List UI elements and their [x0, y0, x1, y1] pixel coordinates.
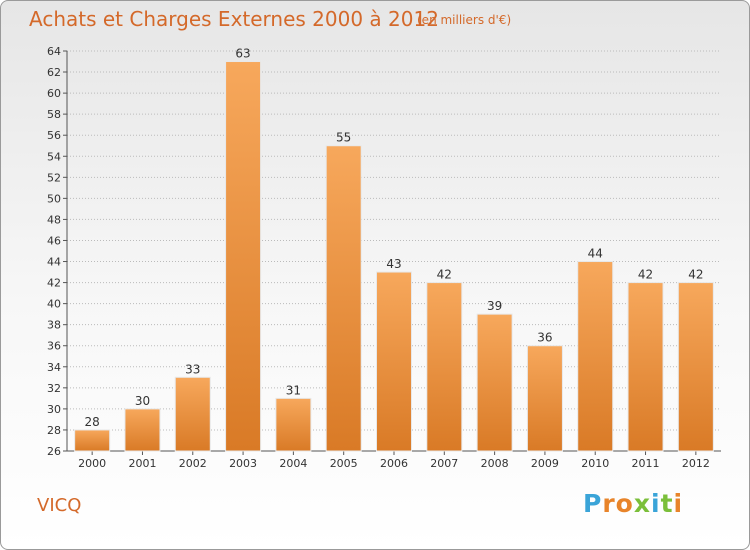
x-tick-label: 2006: [380, 457, 408, 470]
x-tick-label: 2011: [632, 457, 660, 470]
chart-subtitle: (en milliers d'€): [417, 13, 512, 27]
y-tick-label: 64: [47, 45, 61, 58]
y-tick-label: 40: [47, 298, 61, 311]
logo-letter: P: [583, 489, 603, 518]
y-tick-label: 56: [47, 129, 61, 142]
y-tick-label: 32: [47, 382, 61, 395]
data-label: 42: [437, 268, 452, 282]
bar: [74, 429, 111, 452]
data-label: 63: [235, 47, 250, 61]
logo-letter: i: [673, 489, 684, 518]
x-tick-label: 2001: [128, 457, 156, 470]
bar: [275, 397, 312, 452]
data-label: 31: [286, 383, 301, 397]
x-tick-label: 2008: [481, 457, 509, 470]
x-tick-label: 2007: [430, 457, 458, 470]
bar: [325, 145, 362, 452]
data-label: 42: [638, 268, 653, 282]
x-tick-label: 2000: [78, 457, 106, 470]
logo-letter: x: [633, 489, 651, 518]
x-tick-label: 2005: [330, 457, 358, 470]
data-label: 44: [588, 247, 603, 261]
y-tick-label: 38: [47, 319, 61, 332]
y-tick-label: 48: [47, 213, 61, 226]
y-tick-label: 52: [47, 171, 61, 184]
logo-letter: i: [651, 489, 661, 518]
logo-letter: o: [615, 489, 634, 518]
bar: [426, 282, 463, 452]
y-tick-label: 36: [47, 340, 61, 353]
y-tick-label: 58: [47, 108, 61, 121]
data-label: 36: [537, 331, 552, 345]
data-label: 39: [487, 299, 502, 313]
bar: [174, 376, 211, 452]
y-tick-label: 62: [47, 66, 61, 79]
y-tick-label: 54: [47, 150, 61, 163]
y-tick-label: 44: [47, 256, 61, 269]
x-tick-label: 2009: [531, 457, 559, 470]
y-tick-label: 26: [47, 445, 61, 458]
bar: [526, 345, 563, 452]
y-tick-label: 30: [47, 403, 61, 416]
data-label: 55: [336, 131, 351, 145]
data-label: 28: [85, 415, 100, 429]
bar: [124, 408, 161, 452]
y-tick-label: 34: [47, 361, 61, 374]
y-tick-label: 28: [47, 424, 61, 437]
x-tick-label: 2003: [229, 457, 257, 470]
data-label: 30: [135, 394, 150, 408]
bar: [627, 282, 664, 452]
bar: [577, 261, 614, 452]
x-tick-label: 2010: [581, 457, 609, 470]
proxiti-logo[interactable]: Proxiti: [583, 489, 683, 518]
y-tick-label: 46: [47, 234, 61, 247]
x-tick-label: 2004: [279, 457, 307, 470]
bar: [476, 313, 513, 452]
bar: [225, 61, 262, 452]
bar: [677, 282, 714, 452]
bar: [376, 271, 412, 452]
x-tick-label: 2012: [682, 457, 710, 470]
logo-letter: r: [602, 489, 616, 518]
commune-name: VICQ: [37, 495, 82, 516]
y-tick-label: 60: [47, 87, 61, 100]
y-tick-label: 50: [47, 192, 61, 205]
data-label: 43: [386, 257, 401, 271]
data-label: 33: [185, 362, 200, 376]
data-label: 42: [688, 268, 703, 282]
x-tick-label: 2002: [179, 457, 207, 470]
logo-letter: t: [660, 489, 674, 518]
chart-title: Achats et Charges Externes 2000 à 2012: [29, 7, 439, 31]
y-tick-label: 42: [47, 277, 61, 290]
